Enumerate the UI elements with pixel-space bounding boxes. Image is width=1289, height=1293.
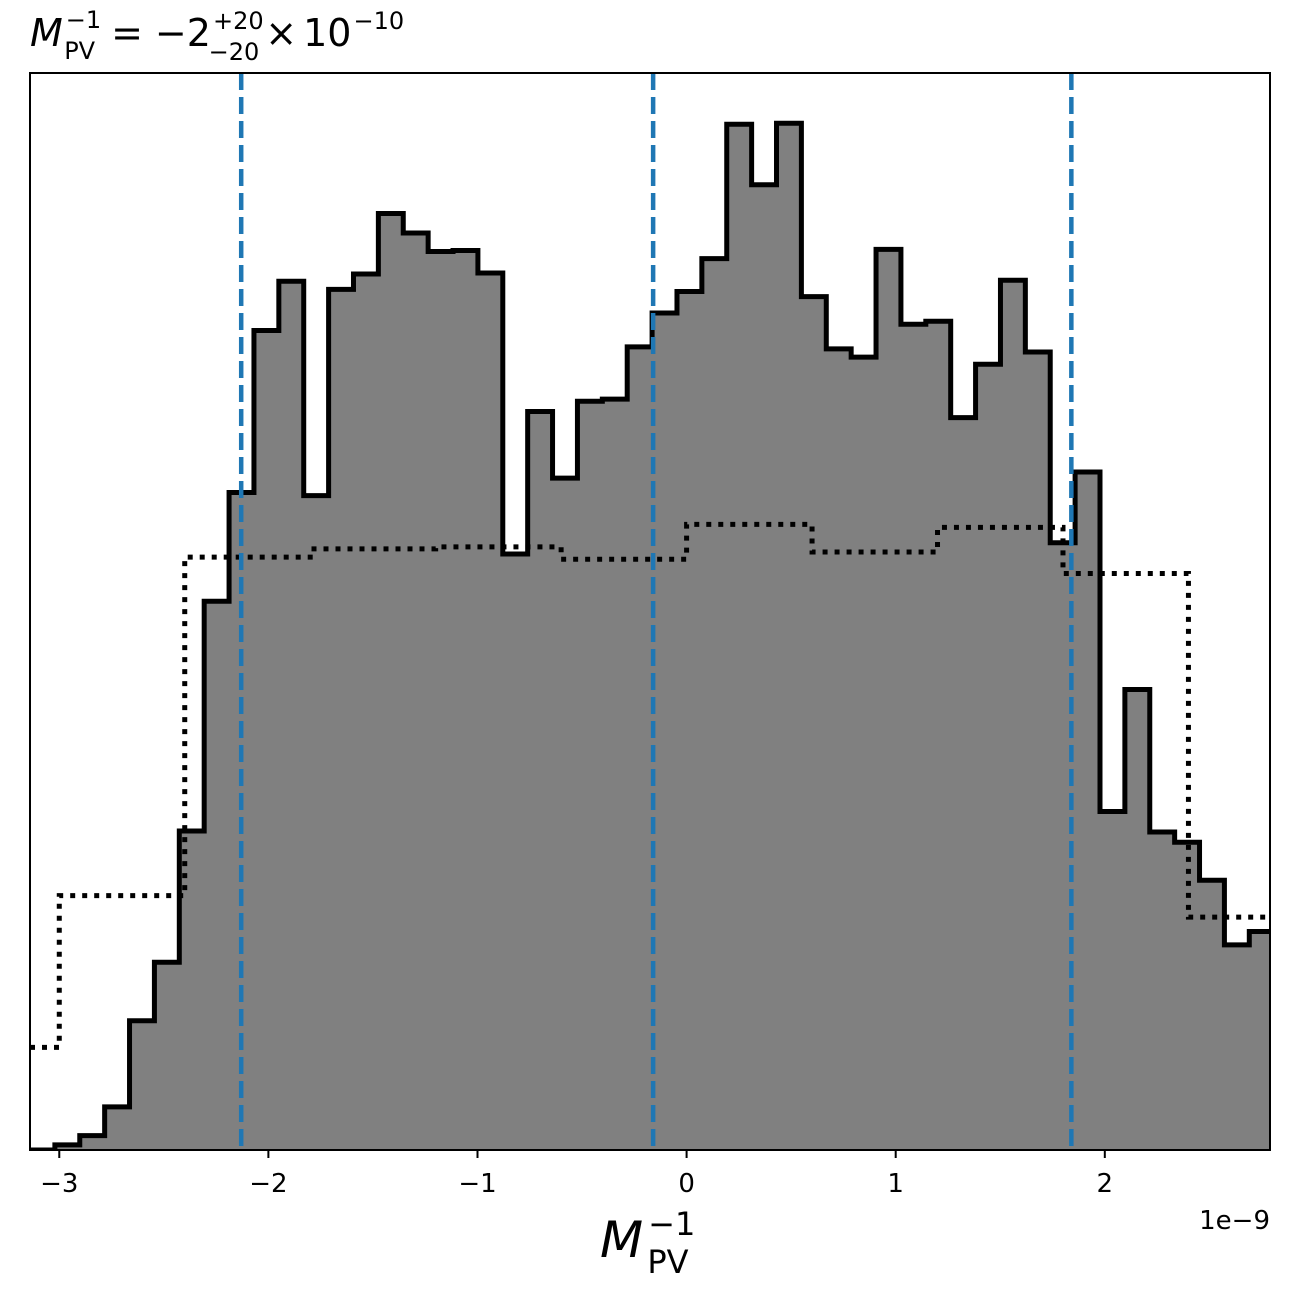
- histogram-bar: [602, 399, 628, 1150]
- histogram-bar: [353, 274, 379, 1150]
- title-err-minus: −20: [209, 38, 260, 66]
- histogram-bar: [477, 273, 504, 1150]
- title-symbol: M: [30, 11, 63, 55]
- axes-frame: [29, 72, 1271, 1151]
- histogram-bar: [701, 258, 728, 1150]
- histogram-bar: [900, 324, 927, 1150]
- histogram-bar: [826, 348, 852, 1150]
- histogram-bar: [79, 1135, 106, 1150]
- histogram-bar: [179, 831, 205, 1150]
- histogram-bar: [129, 1020, 156, 1150]
- histogram-bar: [751, 184, 778, 1150]
- histogram-bar: [303, 495, 330, 1150]
- histogram-bar: [1124, 689, 1151, 1150]
- histogram-bar: [502, 554, 529, 1150]
- title-equals: =: [111, 11, 143, 55]
- histogram-bar: [1199, 880, 1226, 1150]
- x-tick-label: 2: [1097, 1169, 1114, 1199]
- histogram-bar: [1025, 351, 1051, 1150]
- plot-area: [30, 120, 1289, 1150]
- histogram-bar: [428, 251, 454, 1150]
- xlabel-symbol-sub: PV: [647, 1243, 688, 1281]
- chart-title: M −1 PV = −2+20 −20 × 10−10: [30, 6, 404, 66]
- prior-histogram-line: [30, 521, 1270, 1050]
- x-tick-label: −3: [40, 1169, 78, 1199]
- posterior-histogram-outline: [30, 120, 1270, 1150]
- histogram-bar: [801, 296, 827, 1150]
- histogram-bar: [1224, 944, 1250, 1150]
- histogram-bar: [1274, 1047, 1289, 1150]
- histogram-bar: [627, 346, 653, 1150]
- histogram-bar: [726, 124, 753, 1150]
- histogram-bar: [453, 250, 479, 1150]
- histogram-bar: [328, 289, 355, 1150]
- histogram-bar: [1000, 280, 1026, 1150]
- title-symbol-sub: PV: [64, 37, 95, 65]
- histogram-bar: [278, 281, 305, 1150]
- x-axis-offset-text: 1e−9: [1199, 1206, 1270, 1236]
- histogram-bar: [104, 1106, 131, 1150]
- xlabel-symbol-sup: −1: [648, 1205, 695, 1243]
- histogram-bar: [154, 962, 180, 1150]
- histogram-bar: [253, 330, 280, 1150]
- title-symbol-sup: −1: [66, 6, 101, 34]
- title-median: −2: [155, 11, 211, 55]
- x-tick-label: −1: [458, 1169, 496, 1199]
- histogram-bar: [527, 411, 554, 1150]
- histogram-bar: [204, 601, 230, 1150]
- histogram-bar: [1249, 931, 1270, 1150]
- histogram-bar: [1075, 472, 1101, 1150]
- xlabel-symbol: M: [600, 1211, 643, 1269]
- x-tick-label: 1: [887, 1169, 904, 1199]
- histogram-bar: [577, 401, 603, 1150]
- x-axis: −3 −2 −1 0 1 2: [40, 1150, 1113, 1199]
- histogram-bar: [975, 364, 1002, 1150]
- title-base: 10: [303, 11, 351, 55]
- histogram-bar: [652, 313, 678, 1150]
- histogram-bar: [1099, 811, 1126, 1150]
- histogram-bar: [851, 357, 877, 1150]
- x-axis-label: M −1 PV: [600, 1205, 695, 1281]
- histogram-bar: [925, 321, 952, 1150]
- histogram-bar: [950, 417, 977, 1150]
- histogram-bar: [403, 233, 429, 1150]
- x-tick-label: −2: [249, 1169, 287, 1199]
- title-exponent: −10: [353, 7, 404, 35]
- quantile-lines: [238, 73, 1074, 1150]
- histogram-bar: [1174, 842, 1201, 1150]
- title-times: ×: [265, 11, 297, 55]
- histogram-bar: [676, 291, 703, 1150]
- x-tick-label: 0: [678, 1169, 695, 1199]
- histogram-bar: [1149, 832, 1176, 1150]
- title-err-plus: +20: [213, 7, 264, 35]
- histogram-bar: [54, 1144, 81, 1150]
- histogram-bar: [378, 213, 404, 1150]
- histogram-bar: [776, 123, 802, 1150]
- histogram-bar: [552, 478, 579, 1150]
- histogram-bar: [876, 249, 902, 1150]
